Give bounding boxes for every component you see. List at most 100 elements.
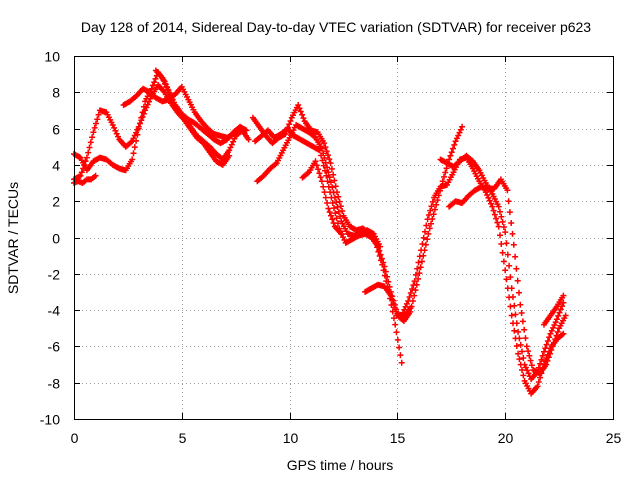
- data-point: [557, 306, 564, 313]
- data-point: [548, 347, 555, 353]
- data-point: [151, 79, 158, 86]
- data-point: [283, 127, 290, 134]
- data-point: [429, 198, 436, 205]
- data-point: [412, 271, 419, 278]
- data-point: [542, 345, 549, 352]
- data-point: [138, 117, 145, 124]
- data-point: [512, 311, 519, 318]
- data-point: [419, 241, 426, 247]
- data-point: [554, 328, 561, 335]
- data-point: [525, 348, 532, 355]
- data-point: [543, 341, 550, 348]
- data-point: [547, 330, 554, 337]
- data-point: [89, 134, 96, 141]
- data-point: [422, 228, 428, 235]
- data-point: [394, 336, 401, 343]
- data-point: [325, 205, 332, 212]
- data-point: [134, 126, 141, 133]
- data-point: [541, 348, 547, 355]
- data-point: [406, 294, 413, 300]
- data-point: [409, 286, 416, 292]
- data-point: [393, 308, 400, 315]
- data-point: [152, 75, 159, 82]
- data-point: [282, 131, 289, 137]
- data-point: [424, 216, 431, 223]
- data-point: [338, 230, 345, 237]
- data-point: [502, 229, 509, 236]
- data-point: [393, 329, 400, 336]
- data-point: [375, 248, 382, 255]
- data-point: [452, 138, 459, 145]
- data-point: [387, 292, 394, 299]
- data-point: [330, 171, 337, 178]
- data-point: [517, 341, 524, 348]
- series-13: [446, 176, 569, 377]
- data-point: [497, 208, 503, 215]
- data-point: [552, 319, 559, 326]
- data-point: [505, 198, 512, 205]
- data-point: [376, 253, 383, 259]
- data-point: [504, 187, 511, 194]
- series-3: [71, 172, 99, 186]
- data-points: [71, 67, 569, 397]
- data-point: [500, 258, 507, 265]
- data-point: [92, 172, 99, 179]
- data-point: [555, 312, 562, 319]
- data-point: [456, 129, 463, 136]
- data-point: [528, 362, 535, 369]
- data-point: [226, 152, 233, 159]
- data-point: [378, 257, 384, 264]
- data-point: [416, 270, 423, 277]
- data-point: [419, 258, 425, 265]
- series-14: [541, 292, 567, 328]
- y-tick-label: 6: [52, 122, 60, 138]
- data-point: [91, 124, 98, 131]
- data-point: [517, 301, 524, 308]
- x-tick-label: 25: [606, 430, 622, 446]
- data-point: [321, 189, 328, 196]
- data-point: [459, 123, 466, 130]
- data-point: [324, 178, 331, 185]
- data-point: [416, 253, 423, 260]
- data-point: [550, 324, 557, 331]
- data-point: [322, 167, 328, 174]
- data-point: [424, 236, 431, 243]
- data-point: [453, 135, 460, 142]
- data-point: [322, 144, 329, 151]
- data-point: [420, 234, 427, 241]
- data-point: [546, 334, 553, 341]
- data-point: [535, 379, 542, 385]
- series-9: [299, 158, 345, 237]
- data-point: [534, 383, 541, 390]
- data-point: [544, 357, 551, 364]
- data-point: [324, 164, 331, 171]
- data-point: [300, 115, 307, 122]
- series-7: [254, 122, 384, 250]
- data-point: [506, 209, 513, 216]
- x-axis-label: GPS time / hours: [287, 457, 394, 473]
- data-point: [527, 357, 534, 364]
- data-point: [538, 356, 545, 363]
- data-point: [140, 110, 147, 117]
- data-point: [331, 205, 337, 212]
- data-point: [320, 150, 327, 157]
- data-point: [328, 179, 334, 186]
- data-point: [549, 343, 556, 350]
- data-point: [329, 216, 336, 223]
- data-point: [519, 348, 525, 355]
- data-point: [519, 318, 526, 325]
- data-point: [374, 244, 381, 251]
- y-tick-label: 2: [52, 194, 60, 210]
- data-point: [415, 259, 422, 266]
- data-point: [507, 274, 514, 281]
- data-point: [494, 219, 501, 226]
- y-axis-label: SDTVAR / TECUs: [5, 182, 21, 294]
- data-point: [502, 267, 509, 274]
- data-point: [520, 372, 527, 379]
- data-point: [330, 220, 337, 226]
- data-point: [78, 169, 85, 176]
- data-point: [537, 360, 544, 367]
- plot-frame: [74, 56, 614, 420]
- data-point: [137, 120, 143, 127]
- y-tick-label: -8: [48, 376, 61, 392]
